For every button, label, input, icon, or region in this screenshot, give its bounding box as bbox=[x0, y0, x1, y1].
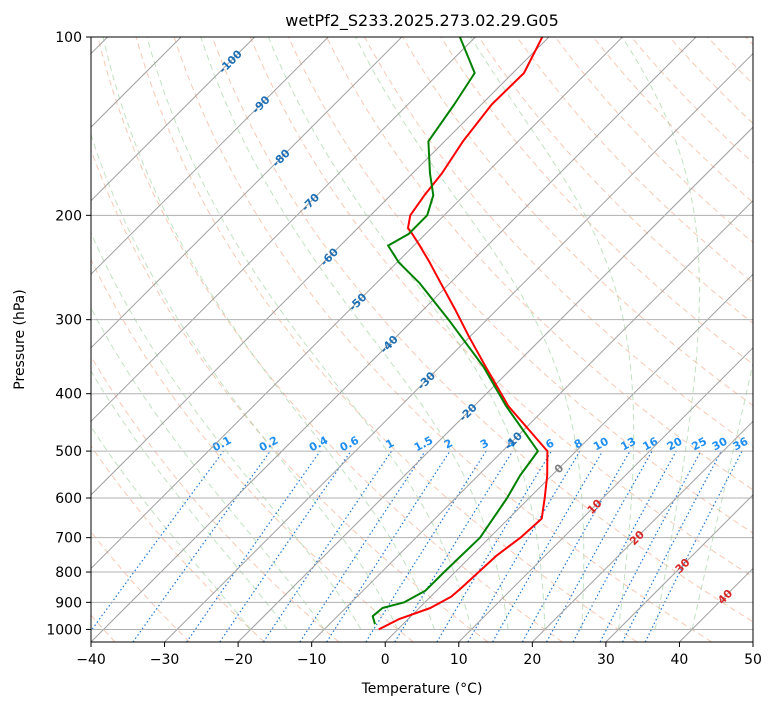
temperature-profile bbox=[379, 37, 548, 629]
x-tick-label: 30 bbox=[597, 652, 615, 668]
mixing-ratio-label: 10 bbox=[591, 435, 611, 454]
isotherm-label: 10 bbox=[585, 497, 605, 517]
isotherm-line bbox=[679, 37, 775, 642]
y-tick-label: 900 bbox=[55, 595, 82, 611]
moist-adiabat bbox=[0, 37, 251, 629]
y-tick-label: 200 bbox=[55, 208, 82, 224]
isotherm-line bbox=[0, 37, 402, 642]
mixing-ratio-label: 25 bbox=[689, 435, 709, 454]
moist-adiabat bbox=[692, 37, 775, 629]
dry-adiabat bbox=[0, 37, 264, 642]
x-tick-label: −20 bbox=[223, 652, 253, 668]
dry-adiabat bbox=[555, 37, 775, 642]
mixing-ratio-label: 13 bbox=[619, 435, 639, 454]
y-tick-label: 100 bbox=[55, 30, 82, 46]
dewpoint-profile bbox=[373, 37, 538, 624]
isotherm-label: -100 bbox=[216, 47, 245, 76]
moist-adiabat bbox=[471, 37, 634, 629]
dry-adiabat bbox=[441, 37, 775, 642]
mixing-ratio-label: 20 bbox=[665, 435, 685, 454]
dry-adiabat bbox=[517, 37, 775, 642]
x-tick-label: 10 bbox=[450, 652, 468, 668]
moist-adiabat bbox=[103, 37, 435, 629]
moist-adiabat bbox=[0, 37, 287, 629]
mixing-ratio-label: 3 bbox=[478, 436, 491, 451]
isotherm-label: -80 bbox=[270, 146, 293, 169]
x-tick-label: −10 bbox=[297, 652, 327, 668]
moist-adiabat bbox=[35, 37, 361, 629]
y-tick-label: 400 bbox=[55, 387, 82, 403]
x-tick-label: −30 bbox=[150, 652, 180, 668]
dry-adiabat bbox=[0, 37, 339, 642]
moist-adiabat bbox=[66, 37, 398, 629]
isotherm-line bbox=[0, 37, 255, 642]
mixing-ratio-line bbox=[600, 451, 701, 642]
mixing-ratio-line bbox=[573, 451, 676, 642]
isotherm-line bbox=[459, 37, 775, 642]
mixing-ratio-line bbox=[327, 451, 450, 642]
dry-adiabat bbox=[708, 37, 775, 642]
x-tick-label: 20 bbox=[523, 652, 541, 668]
isotherm-line bbox=[385, 37, 775, 642]
y-tick-label: 300 bbox=[55, 313, 82, 329]
mixing-ratio-line bbox=[220, 451, 351, 642]
dry-adiabat bbox=[22, 37, 414, 642]
mixing-ratio-label: 30 bbox=[710, 435, 730, 454]
x-tick-label: 50 bbox=[744, 652, 762, 668]
isotherm-line bbox=[238, 37, 775, 642]
y-tick-label: 1000 bbox=[46, 622, 82, 638]
dry-adiabat bbox=[746, 37, 775, 642]
x-tick-label: 0 bbox=[381, 652, 390, 668]
y-axis-label: Pressure (hPa) bbox=[12, 289, 28, 389]
moist-adiabat bbox=[201, 37, 508, 629]
moist-adiabat bbox=[147, 37, 471, 629]
mixing-ratio-line bbox=[83, 451, 224, 642]
isotherm-line bbox=[753, 37, 775, 642]
mixing-ratio-line bbox=[645, 451, 742, 642]
dry-adiabat bbox=[0, 37, 190, 642]
x-axis-label: Temperature (°C) bbox=[361, 681, 483, 697]
y-tick-label: 500 bbox=[55, 444, 82, 460]
dry-adiabat bbox=[669, 37, 775, 642]
chart-title: wetPf2_S233.2025.273.02.29.G05 bbox=[285, 11, 559, 31]
mixing-ratio-line bbox=[366, 451, 486, 642]
x-tick-label: −40 bbox=[76, 652, 106, 668]
y-tick-label: 800 bbox=[55, 565, 82, 581]
plot-frame bbox=[91, 37, 753, 642]
y-tick-label: 600 bbox=[55, 491, 82, 507]
y-tick-label: 700 bbox=[55, 531, 82, 547]
dry-adiabat bbox=[98, 37, 563, 642]
dry-adiabat bbox=[60, 37, 488, 642]
mixing-ratio-line bbox=[437, 451, 552, 642]
isotherm-line bbox=[532, 37, 775, 642]
mixing-ratio-label: 2 bbox=[442, 436, 455, 451]
isotherm-line bbox=[312, 37, 775, 642]
dry-adiabat bbox=[593, 37, 775, 642]
mixing-ratio-line bbox=[468, 451, 580, 642]
x-tick-label: 40 bbox=[671, 652, 689, 668]
